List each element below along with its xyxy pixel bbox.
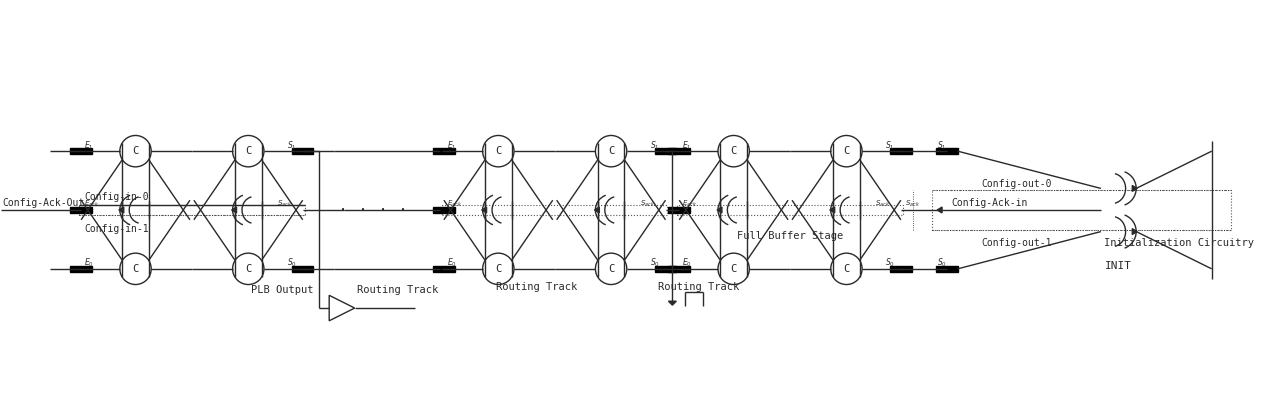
Bar	[655, 148, 676, 154]
Text: Routing Track: Routing Track	[496, 282, 577, 292]
Text: C: C	[495, 264, 501, 274]
Bar	[71, 207, 93, 213]
Text: C: C	[608, 264, 614, 274]
Text: C: C	[132, 264, 139, 274]
Bar	[433, 207, 455, 213]
Text: $S_0$: $S_0$	[650, 257, 659, 269]
Text: $S_{ack}$: $S_{ack}$	[875, 199, 891, 209]
Text: PLB Output: PLB Output	[251, 285, 314, 295]
Text: C: C	[132, 146, 139, 156]
Text: $E_1$: $E_1$	[682, 139, 691, 152]
Text: $E_{ack}$: $E_{ack}$	[447, 199, 461, 209]
Text: INIT: INIT	[1105, 261, 1132, 271]
Text: $E_{ack}$: $E_{ack}$	[84, 199, 99, 209]
Text: C: C	[495, 146, 501, 156]
Bar	[80, 205, 305, 215]
Text: $S_{ack}$: $S_{ack}$	[278, 199, 293, 209]
Bar	[71, 148, 93, 154]
Text: Initialization Circuitry: Initialization Circuitry	[1104, 238, 1254, 248]
Text: C: C	[608, 146, 614, 156]
Text: Config-Ack-Out: Config-Ack-Out	[3, 198, 85, 208]
Text: Full Buffer Stage: Full Buffer Stage	[736, 231, 843, 241]
Bar	[442, 205, 667, 215]
Text: $S_0$: $S_0$	[287, 257, 297, 269]
Bar	[668, 266, 690, 272]
Text: $S_0$: $S_0$	[937, 257, 947, 269]
Bar	[668, 207, 690, 213]
Text: $S_1$: $S_1$	[937, 139, 947, 152]
Text: $S_1$: $S_1$	[650, 139, 659, 152]
Text: $E_1$: $E_1$	[447, 139, 456, 152]
Text: Config-in-0: Config-in-0	[84, 192, 149, 202]
Polygon shape	[717, 207, 722, 213]
Polygon shape	[231, 207, 236, 213]
Bar	[292, 266, 314, 272]
Bar	[292, 148, 314, 154]
Bar	[668, 148, 690, 154]
Bar	[655, 266, 676, 272]
Polygon shape	[482, 207, 487, 213]
Bar	[433, 266, 455, 272]
Text: $S_0$: $S_0$	[885, 257, 896, 269]
Bar	[433, 148, 455, 154]
Text: C: C	[843, 146, 849, 156]
Polygon shape	[1132, 186, 1137, 192]
Polygon shape	[830, 207, 835, 213]
Text: Config-out-1: Config-out-1	[982, 238, 1051, 248]
Polygon shape	[1132, 228, 1137, 234]
Bar	[937, 148, 957, 154]
Text: $E_{ack}$: $E_{ack}$	[682, 199, 698, 209]
Text: $E_0$: $E_0$	[84, 257, 94, 269]
Text: C: C	[843, 264, 849, 274]
Text: Routing Track: Routing Track	[658, 282, 739, 292]
Polygon shape	[118, 207, 123, 213]
Text: C: C	[731, 146, 736, 156]
Polygon shape	[668, 301, 676, 305]
Text: Config-in-1: Config-in-1	[84, 223, 149, 234]
Text: $E_0$: $E_0$	[447, 257, 456, 269]
Text: $E_0$: $E_0$	[682, 257, 693, 269]
Text: C: C	[245, 146, 252, 156]
Text: $E_1$: $E_1$	[84, 139, 94, 152]
Polygon shape	[937, 207, 942, 213]
Bar	[71, 266, 93, 272]
Polygon shape	[595, 207, 599, 213]
Text: Routing Track: Routing Track	[357, 285, 438, 295]
Text: $S_{ack}$: $S_{ack}$	[640, 199, 655, 209]
Bar	[891, 266, 911, 272]
Text: $S_1$: $S_1$	[885, 139, 894, 152]
Text: $S_{ack}$: $S_{ack}$	[905, 199, 920, 209]
Bar	[677, 205, 903, 215]
Text: C: C	[245, 264, 252, 274]
Text: C: C	[731, 264, 736, 274]
Bar	[891, 148, 911, 154]
Text: Config-Ack-in: Config-Ack-in	[952, 198, 1028, 208]
Text: Config-out-0: Config-out-0	[982, 179, 1051, 189]
Text: $S_1$: $S_1$	[287, 139, 297, 152]
Bar	[932, 190, 1231, 230]
Text: . . . .: . . . .	[338, 197, 409, 215]
Bar	[937, 266, 957, 272]
